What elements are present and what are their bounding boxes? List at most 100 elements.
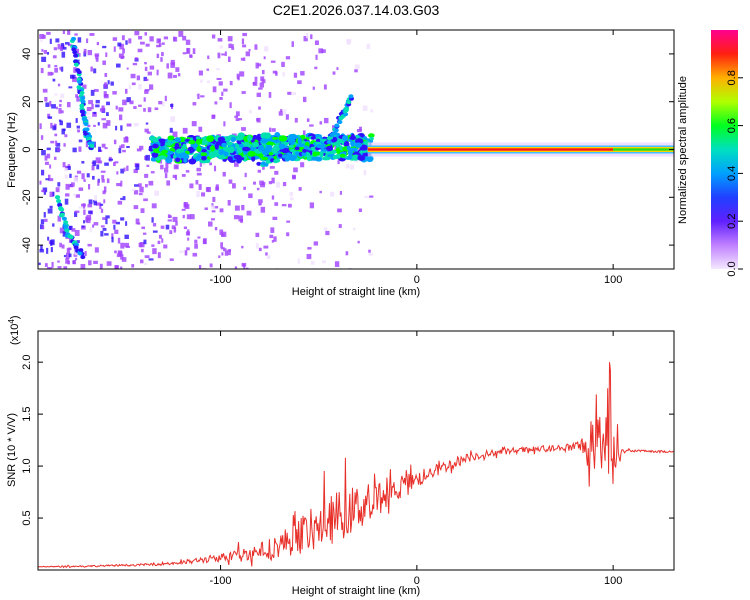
noise-speckle [47, 116, 53, 119]
band-point [167, 135, 175, 141]
noise-speckle [243, 264, 246, 269]
noise-speckle [97, 122, 100, 126]
band-point [365, 155, 374, 163]
noise-speckle [275, 267, 279, 269]
noise-speckle [332, 71, 336, 75]
noise-speckle [62, 128, 66, 131]
noise-speckle [115, 221, 121, 225]
noise-speckle [163, 244, 168, 249]
noise-speckle [87, 124, 91, 128]
noise-speckle [274, 202, 279, 206]
noise-speckle [172, 216, 178, 222]
noise-speckle [42, 88, 48, 93]
spectrogram-y-tick-label: 0 [21, 146, 33, 152]
noise-speckle [174, 174, 178, 180]
noise-speckle [248, 48, 251, 52]
noise-speckle [186, 247, 190, 251]
noise-speckle [106, 178, 110, 184]
noise-speckle [292, 92, 297, 96]
noise-speckle [119, 145, 122, 149]
noise-speckle [102, 217, 106, 220]
noise-speckle [40, 36, 43, 42]
noise-speckle [146, 164, 150, 167]
noise-speckle [306, 118, 310, 122]
noise-speckle [63, 266, 68, 269]
noise-speckle [64, 198, 69, 205]
noise-speckle [253, 181, 256, 185]
noise-speckle [207, 221, 213, 227]
noise-speckle [51, 261, 54, 268]
rising-trace-point [256, 161, 262, 166]
noise-speckle [254, 76, 258, 82]
noise-speckle [259, 203, 262, 206]
noise-speckle [221, 252, 224, 256]
noise-speckle [66, 102, 71, 108]
noise-speckle [124, 242, 129, 247]
noise-speckle [149, 36, 154, 42]
noise-speckle [112, 37, 118, 41]
noise-speckle [68, 236, 73, 243]
noise-speckle [101, 105, 105, 111]
noise-speckle [170, 103, 174, 107]
noise-speckle [125, 137, 129, 142]
noise-speckle [47, 266, 52, 269]
noise-speckle [336, 67, 339, 71]
band-point [158, 155, 167, 160]
noise-speckle [125, 245, 130, 249]
descending-trace-1-point [89, 143, 95, 148]
noise-speckle [94, 89, 99, 92]
band-point [343, 141, 350, 148]
noise-speckle [50, 247, 53, 253]
noise-speckle [212, 86, 217, 93]
noise-speckle [78, 139, 83, 143]
noise-speckle [124, 88, 128, 94]
noise-speckle [104, 162, 109, 166]
band-point [369, 136, 374, 141]
noise-speckle [40, 245, 43, 251]
noise-speckle [106, 120, 111, 126]
noise-speckle [81, 161, 85, 164]
band-point [227, 146, 235, 154]
noise-speckle [359, 126, 362, 131]
noise-speckle [86, 107, 92, 111]
noise-speckle [318, 48, 324, 54]
noise-speckle [211, 34, 216, 39]
noise-speckle [297, 258, 300, 264]
noise-speckle [65, 258, 70, 264]
noise-speckle [97, 180, 100, 186]
noise-speckle [145, 154, 150, 161]
chart-title: C2E1.2026.037.14.03.G03 [273, 2, 440, 18]
noise-speckle [211, 203, 214, 208]
noise-speckle [185, 170, 190, 173]
noise-speckle [228, 43, 233, 49]
noise-speckle [173, 164, 179, 170]
noise-speckle [59, 242, 62, 248]
noise-speckle [121, 35, 125, 41]
noise-speckle [54, 65, 58, 68]
noise-speckle [73, 193, 77, 197]
band-point [259, 139, 268, 144]
band-point [222, 146, 229, 152]
noise-speckle [262, 164, 265, 170]
band-point [161, 149, 168, 154]
noise-speckle [49, 164, 52, 169]
noise-speckle [61, 46, 67, 50]
noise-speckle [334, 261, 340, 267]
colorbar-tick-label: 0.8 [726, 70, 738, 85]
noise-speckle [144, 32, 147, 36]
band-point [335, 138, 344, 144]
noise-speckle [49, 100, 52, 107]
noise-speckle [57, 83, 61, 87]
descending-trace-2-point [77, 251, 83, 256]
noise-speckle [144, 90, 149, 94]
noise-speckle [366, 43, 371, 50]
noise-speckle [152, 248, 157, 255]
noise-speckle [93, 141, 96, 148]
noise-speckle [306, 253, 312, 260]
band-point [195, 138, 203, 145]
noise-speckle [147, 107, 152, 113]
band-point [278, 135, 288, 142]
noise-speckle [118, 107, 124, 112]
noise-speckle [64, 174, 68, 179]
noise-speckle [73, 253, 78, 257]
